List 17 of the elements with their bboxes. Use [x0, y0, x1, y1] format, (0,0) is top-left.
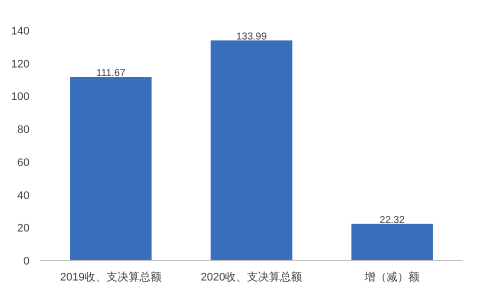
x-tick-label: 2020收、支决算总额: [200, 270, 302, 284]
y-tick-label: 100: [11, 91, 30, 104]
x-tick-label: 2019收、支决算总额: [60, 270, 162, 284]
y-tick-label: 40: [17, 190, 30, 202]
data-label: 22.32: [380, 214, 406, 226]
y-tick-label: 80: [17, 124, 30, 136]
bar: [351, 224, 433, 260]
bar: [70, 77, 152, 260]
y-tick-label: 20: [17, 222, 30, 235]
y-tick-label: 120: [11, 58, 30, 70]
y-tick-label: 140: [11, 26, 30, 38]
bar: [210, 40, 292, 260]
x-tick-label: 增（减）额: [364, 270, 420, 284]
y-tick-label: 60: [17, 156, 30, 169]
y-tick-label: 0: [23, 256, 30, 268]
data-label: 111.67: [96, 68, 126, 80]
data-label: 133.99: [236, 31, 268, 42]
